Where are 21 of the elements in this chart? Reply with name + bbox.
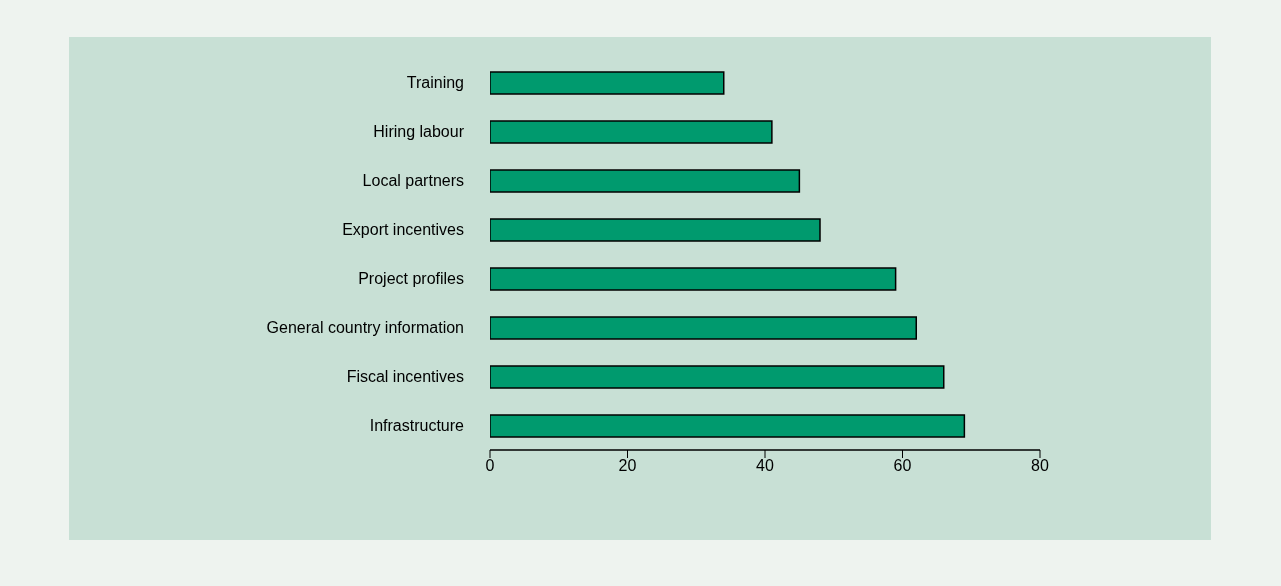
x-tick-label: 60 <box>893 457 912 475</box>
x-tick-label: 20 <box>618 457 637 475</box>
bar <box>490 267 897 291</box>
y-tick-label: Project profiles <box>358 270 464 288</box>
bar <box>490 316 917 340</box>
bar <box>490 365 945 389</box>
bar <box>490 71 725 95</box>
bar <box>490 218 821 242</box>
y-tick-label: Export incentives <box>342 221 464 239</box>
y-tick-label: Hiring labour <box>373 123 465 141</box>
bar <box>490 120 773 144</box>
bar <box>490 169 801 193</box>
y-tick-label: General country information <box>266 319 464 337</box>
x-tick-label: 0 <box>485 457 495 475</box>
y-tick-label: Fiscal incentives <box>346 368 464 386</box>
bar <box>490 414 966 438</box>
x-tick-label: 80 <box>1031 457 1049 475</box>
y-tick-label: Infrastructure <box>369 417 465 435</box>
y-tick-label: Training <box>406 74 464 92</box>
x-tick-label: 40 <box>756 457 774 475</box>
y-tick-label: Local partners <box>362 172 464 190</box>
